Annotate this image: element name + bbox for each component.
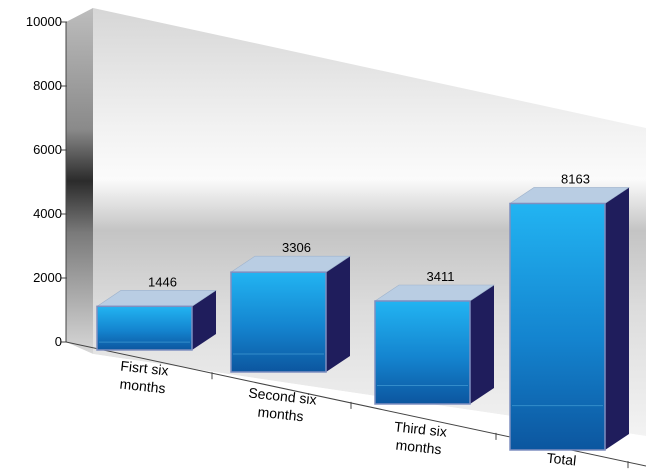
- bar-front-face: [509, 202, 606, 451]
- y-axis: 0 2000 4000 6000 8000 10000: [26, 14, 67, 349]
- category-label-line: Total: [546, 450, 577, 469]
- bar-data-label: 3306: [282, 240, 311, 255]
- bar-front-face: [374, 300, 471, 405]
- bar: [96, 290, 217, 351]
- y-tick-label: 4000: [33, 206, 62, 221]
- chart-floor: [66, 342, 646, 476]
- y-tick-label: 0: [55, 334, 62, 349]
- bar-side-face: [470, 284, 494, 404]
- bar-side-face: [605, 187, 629, 450]
- y-axis-ticks: 0 2000 4000 6000 8000 10000: [26, 14, 67, 349]
- bar-side-face: [326, 256, 350, 372]
- data-labels: 1446 3306 3411 8163: [148, 171, 590, 289]
- bar-side-face: [192, 290, 216, 350]
- category-label-line: months: [395, 437, 442, 458]
- y-tick-label: 6000: [33, 142, 62, 157]
- bar: [374, 284, 495, 405]
- x-axis-ticks: [211, 372, 629, 469]
- bars: [96, 187, 630, 451]
- bar: [509, 187, 630, 451]
- category-label: Total: [546, 450, 577, 469]
- bar-front-face: [96, 305, 193, 351]
- bar-data-label: 1446: [148, 274, 177, 289]
- category-label: Second sixmonths: [246, 384, 318, 425]
- bar-data-label: 8163: [561, 171, 590, 186]
- category-label: Fisrt sixmonths: [118, 358, 170, 397]
- category-label-line: Third six: [393, 418, 447, 439]
- category-label-line: Second six: [248, 384, 318, 407]
- category-label-line: months: [257, 404, 304, 425]
- y-tick-label: 2000: [33, 270, 62, 285]
- bar-front-face: [230, 271, 327, 373]
- y-tick-label: 10000: [26, 14, 62, 29]
- category-label-line: months: [119, 376, 166, 397]
- bar-data-label: 3411: [427, 269, 455, 284]
- category-label-line: Fisrt six: [120, 358, 170, 379]
- bar: [230, 255, 351, 373]
- category-label: Third sixmonths: [391, 418, 447, 457]
- y-tick-label: 8000: [33, 78, 62, 93]
- left-wall: [66, 8, 93, 354]
